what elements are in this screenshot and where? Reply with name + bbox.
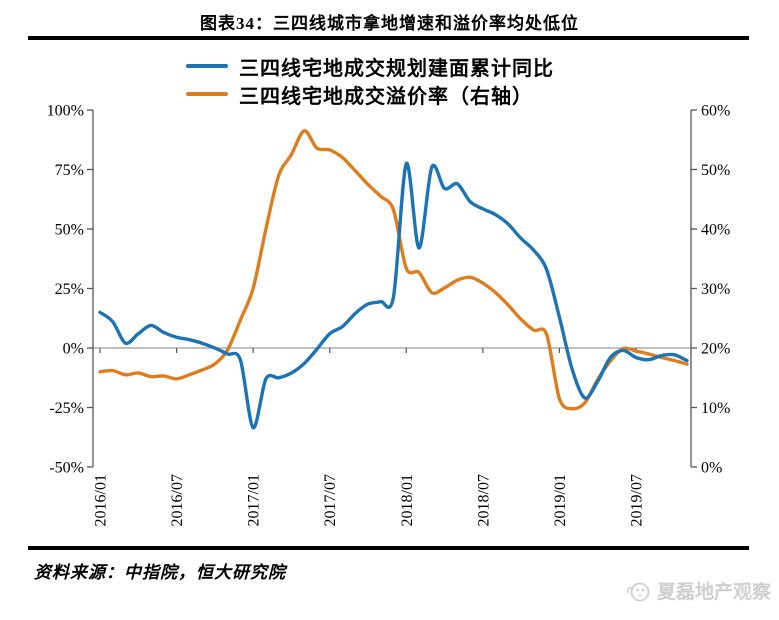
x-axis-tick-label: 2019/01 (552, 474, 569, 526)
right-axis-tick-label: 50% (701, 162, 730, 179)
x-axis-tick-label: 2019/07 (629, 474, 646, 526)
x-axis-tick-label: 2018/01 (399, 474, 416, 526)
source-note: 资料来源：中指院，恒大研究院 (34, 563, 286, 582)
right-axis-tick-label: 60% (701, 103, 730, 120)
orange-line-swatch-icon (186, 92, 228, 96)
series-line-planned-area (98, 161, 689, 430)
panda-face-icon (626, 579, 652, 603)
left-axis-tick-label: 75% (55, 162, 84, 179)
x-axis: 2016/01 2016/07 2017/01 2017/07 2018/01 2018/… (93, 348, 646, 526)
left-axis-tick-label: -25% (49, 400, 84, 417)
left-axis-tick-label: 25% (55, 281, 84, 298)
watermark-text: 夏磊地产观察 (656, 582, 771, 603)
legend: 三四线宅地成交规划建面累计同比 三四线宅地成交溢价率（右轴） (186, 52, 554, 108)
bottom-divider (28, 546, 749, 550)
x-axis-tick-label: 2017/07 (322, 474, 339, 526)
right-axis-tick-label: 20% (701, 341, 730, 358)
watermark-logo: 夏磊地产观察 (626, 577, 771, 604)
left-axis: 100% 75% 50% 25% 0% -25% -50% (47, 103, 94, 477)
x-axis-tick-label: 2016/07 (169, 474, 186, 526)
left-axis-tick-label: 0% (63, 341, 84, 358)
legend-label: 三四线宅地成交规划建面累计同比 (239, 57, 554, 80)
top-divider (28, 36, 749, 40)
legend-item-planned-area: 三四线宅地成交规划建面累计同比 (186, 52, 554, 80)
blue-line-swatch-icon (186, 64, 228, 68)
right-axis-tick-label: 40% (701, 222, 730, 239)
x-axis-tick-label: 2016/01 (93, 474, 110, 526)
series-line-premium-rate (98, 129, 689, 411)
left-axis-tick-label: 100% (47, 103, 84, 120)
right-axis: 60% 50% 40% 30% 20% 10% 0% (690, 103, 730, 477)
right-axis-tick-label: 10% (701, 400, 730, 417)
right-axis-tick-label: 0% (701, 460, 722, 477)
figure-title: 图表34：三四线城市拿地增速和溢价率均处低位 (200, 14, 579, 33)
left-axis-tick-label: 50% (55, 222, 84, 239)
x-axis-tick-label: 2018/07 (475, 474, 492, 526)
legend-label: 三四线宅地成交溢价率（右轴） (239, 85, 533, 108)
right-axis-tick-label: 30% (701, 281, 730, 298)
x-axis-tick-label: 2017/01 (246, 474, 263, 526)
left-axis-tick-label: -50% (49, 460, 84, 477)
legend-item-premium-rate: 三四线宅地成交溢价率（右轴） (186, 80, 554, 108)
